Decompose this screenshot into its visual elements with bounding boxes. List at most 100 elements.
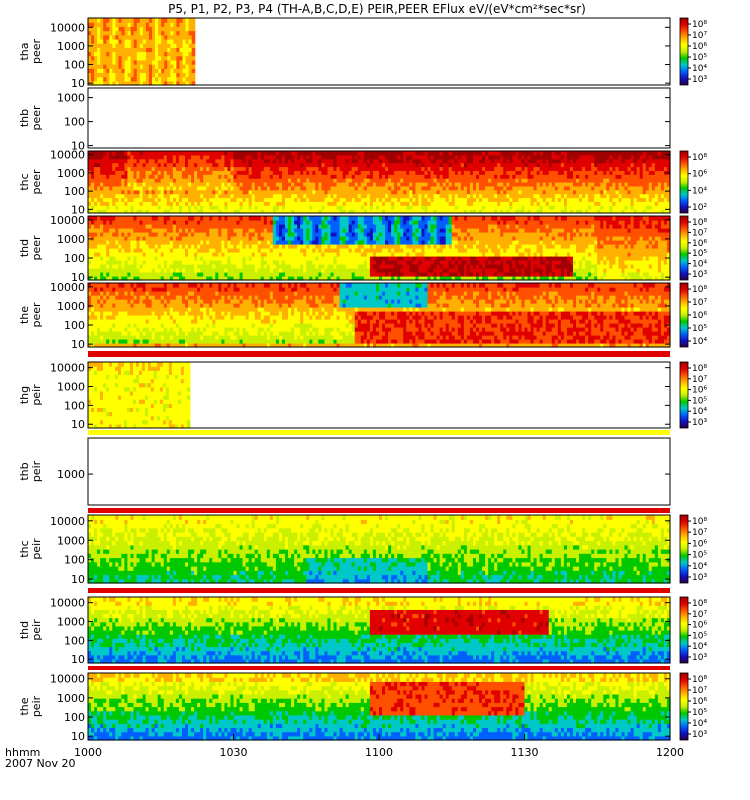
y-axis-label: thg <box>18 386 31 404</box>
y-tick-label: 10 <box>71 203 85 216</box>
y-tick-label: 10000 <box>50 515 85 528</box>
x-tick-label: 1030 <box>220 746 248 759</box>
colorbar-label: 10⁵ <box>692 324 707 334</box>
colorbar-label: 10⁸ <box>692 675 707 685</box>
colorbar-label: 10⁷ <box>692 686 707 696</box>
colorbar-label: 10⁴ <box>692 642 707 652</box>
separator-band <box>88 351 670 357</box>
colorbar-label: 10⁵ <box>692 53 707 63</box>
y-tick-label: 10000 <box>50 149 85 162</box>
chart-title: P5, P1, P2, P3, P4 (TH-A,B,C,D,E) PEIR,P… <box>168 2 586 16</box>
colorbar-label: 10⁴ <box>692 260 707 270</box>
y-tick-label: 100 <box>64 252 85 265</box>
x-tick-label: 1200 <box>656 746 684 759</box>
y-tick-label: 10000 <box>50 281 85 294</box>
x-tick-label: 1000 <box>74 746 102 759</box>
colorbar-label: 10⁸ <box>692 599 707 609</box>
y-axis-label-instrument: peer <box>30 302 43 328</box>
y-axis-label: tha <box>18 42 31 60</box>
y-axis-label-instrument: peer <box>30 105 43 131</box>
colorbar-label: 10⁴ <box>692 562 707 572</box>
colorbar-label: 10⁵ <box>692 396 707 406</box>
y-tick-label: 100 <box>64 116 85 129</box>
y-axis-label: the <box>18 306 31 324</box>
y-tick-label: 10000 <box>50 362 85 375</box>
y-tick-label: 10 <box>71 140 85 153</box>
spectrogram-cells <box>88 216 671 281</box>
panel-the-peer: 10 100 1000 10000 the peer 10⁸ 10⁷ 10⁶ 10⁵ 10⁴ <box>18 281 707 351</box>
y-tick-label: 100 <box>64 185 85 198</box>
y-axis-label-instrument: peir <box>30 695 43 717</box>
colorbar-label: 10⁶ <box>692 386 707 396</box>
y-tick-label: 1000 <box>57 692 85 705</box>
spectrogram-cells <box>88 283 671 348</box>
colorbar-label: 10⁷ <box>692 528 707 538</box>
y-axis-label: the <box>18 697 31 715</box>
y-tick-label: 1000 <box>57 40 85 53</box>
colorbar-label: 10³ <box>692 418 707 428</box>
spectrogram-cells <box>88 515 671 584</box>
colorbar: 10⁸ 10⁶ 10⁴ 10² <box>679 150 707 214</box>
spectrogram-cells <box>88 362 191 429</box>
y-axis-label: thd <box>18 621 31 639</box>
y-tick-label: 10 <box>71 730 85 743</box>
colorbar-label: 10⁵ <box>692 249 707 259</box>
y-tick-label: 10000 <box>50 673 85 686</box>
colorbar-label: 10⁵ <box>692 708 707 718</box>
colorbar-label: 10⁸ <box>692 364 707 374</box>
colorbar-label: 10⁶ <box>692 170 707 180</box>
colorbar-label: 10⁶ <box>692 539 707 549</box>
panel-frame <box>87 437 671 506</box>
y-axis-label: thb <box>18 109 31 127</box>
colorbar-label: 10³ <box>692 75 707 85</box>
colorbar-label: 10⁷ <box>692 298 707 308</box>
colorbar-label: 10⁸ <box>692 218 707 228</box>
y-tick-label: 10 <box>71 77 85 90</box>
y-axis-label-instrument: peer <box>30 235 43 261</box>
colorbar-label: 10⁶ <box>692 239 707 249</box>
y-tick-label: 1000 <box>57 233 85 246</box>
panel-frame <box>87 361 671 429</box>
y-tick-label: 100 <box>64 319 85 332</box>
colorbar-label: 10⁸ <box>692 153 707 163</box>
colorbar-label: 10³ <box>692 270 707 280</box>
panel-thb-peir: 1000 thb peir <box>18 437 671 506</box>
colorbar-label: 10⁴ <box>692 407 707 417</box>
y-tick-label: 1000 <box>57 616 85 629</box>
y-axis-label-instrument: peer <box>30 169 43 195</box>
panel-thb-peer: 10 100 1000 thb peer <box>18 87 671 153</box>
y-tick-label: 100 <box>64 59 85 72</box>
panel-frame <box>87 596 671 664</box>
y-axis-label-instrument: peir <box>30 538 43 560</box>
colorbar-label: 10⁶ <box>692 42 707 52</box>
spectrogram-cells <box>88 673 671 741</box>
y-axis-label: thd <box>18 239 31 257</box>
separator-band <box>88 430 670 435</box>
y-axis-label-instrument: peer <box>30 39 43 65</box>
y-tick-label: 100 <box>64 554 85 567</box>
colorbar-label: 10³ <box>692 573 707 583</box>
colorbar-label: 10⁷ <box>692 610 707 620</box>
y-tick-label: 1000 <box>57 92 85 105</box>
panel-frame <box>87 17 671 86</box>
y-tick-label: 1000 <box>57 300 85 313</box>
colorbar-label: 10⁴ <box>692 186 707 196</box>
colorbar-label: 10⁵ <box>692 631 707 641</box>
separator-band <box>88 666 670 670</box>
y-tick-label: 10000 <box>50 21 85 34</box>
x-tick-label: 1100 <box>365 746 393 759</box>
y-tick-label: 100 <box>64 634 85 647</box>
colorbar-label: 10⁸ <box>692 517 707 527</box>
y-tick-label: 1000 <box>57 534 85 547</box>
panel-frame <box>87 282 671 348</box>
colorbar: 10⁸ 10⁷ 10⁶ 10⁵ 10⁴ <box>679 282 707 348</box>
